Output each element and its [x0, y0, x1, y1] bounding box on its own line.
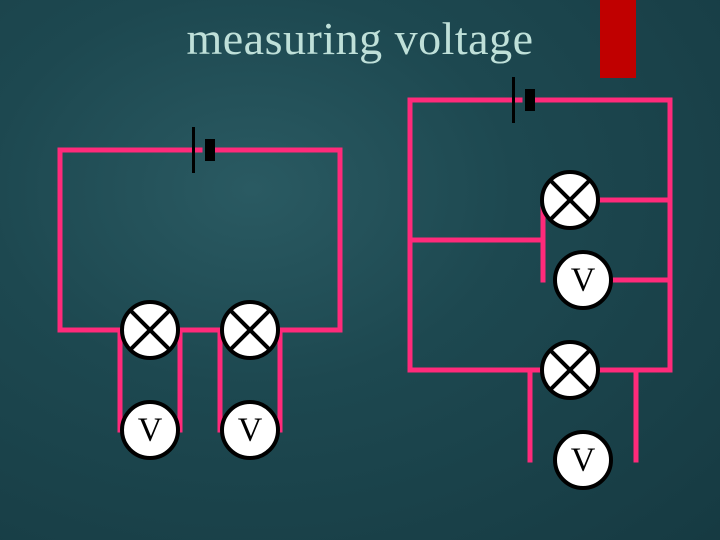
wire	[210, 150, 340, 330]
voltmeter-symbol: V	[222, 402, 278, 458]
lamp-symbol	[222, 302, 278, 358]
wire	[60, 150, 200, 330]
lamp-symbol	[542, 172, 598, 228]
voltmeter-label: V	[571, 442, 596, 479]
circuits-svg: V V V V	[0, 0, 720, 540]
lamp-symbol	[542, 342, 598, 398]
wire	[410, 100, 543, 370]
voltmeter-symbol: V	[122, 402, 178, 458]
lamp-symbol	[122, 302, 178, 358]
voltmeter-label: V	[138, 412, 163, 449]
voltmeter-label: V	[571, 262, 596, 299]
voltmeter-symbol: V	[555, 432, 611, 488]
voltmeter-symbol: V	[555, 252, 611, 308]
voltmeter-label: V	[238, 412, 263, 449]
